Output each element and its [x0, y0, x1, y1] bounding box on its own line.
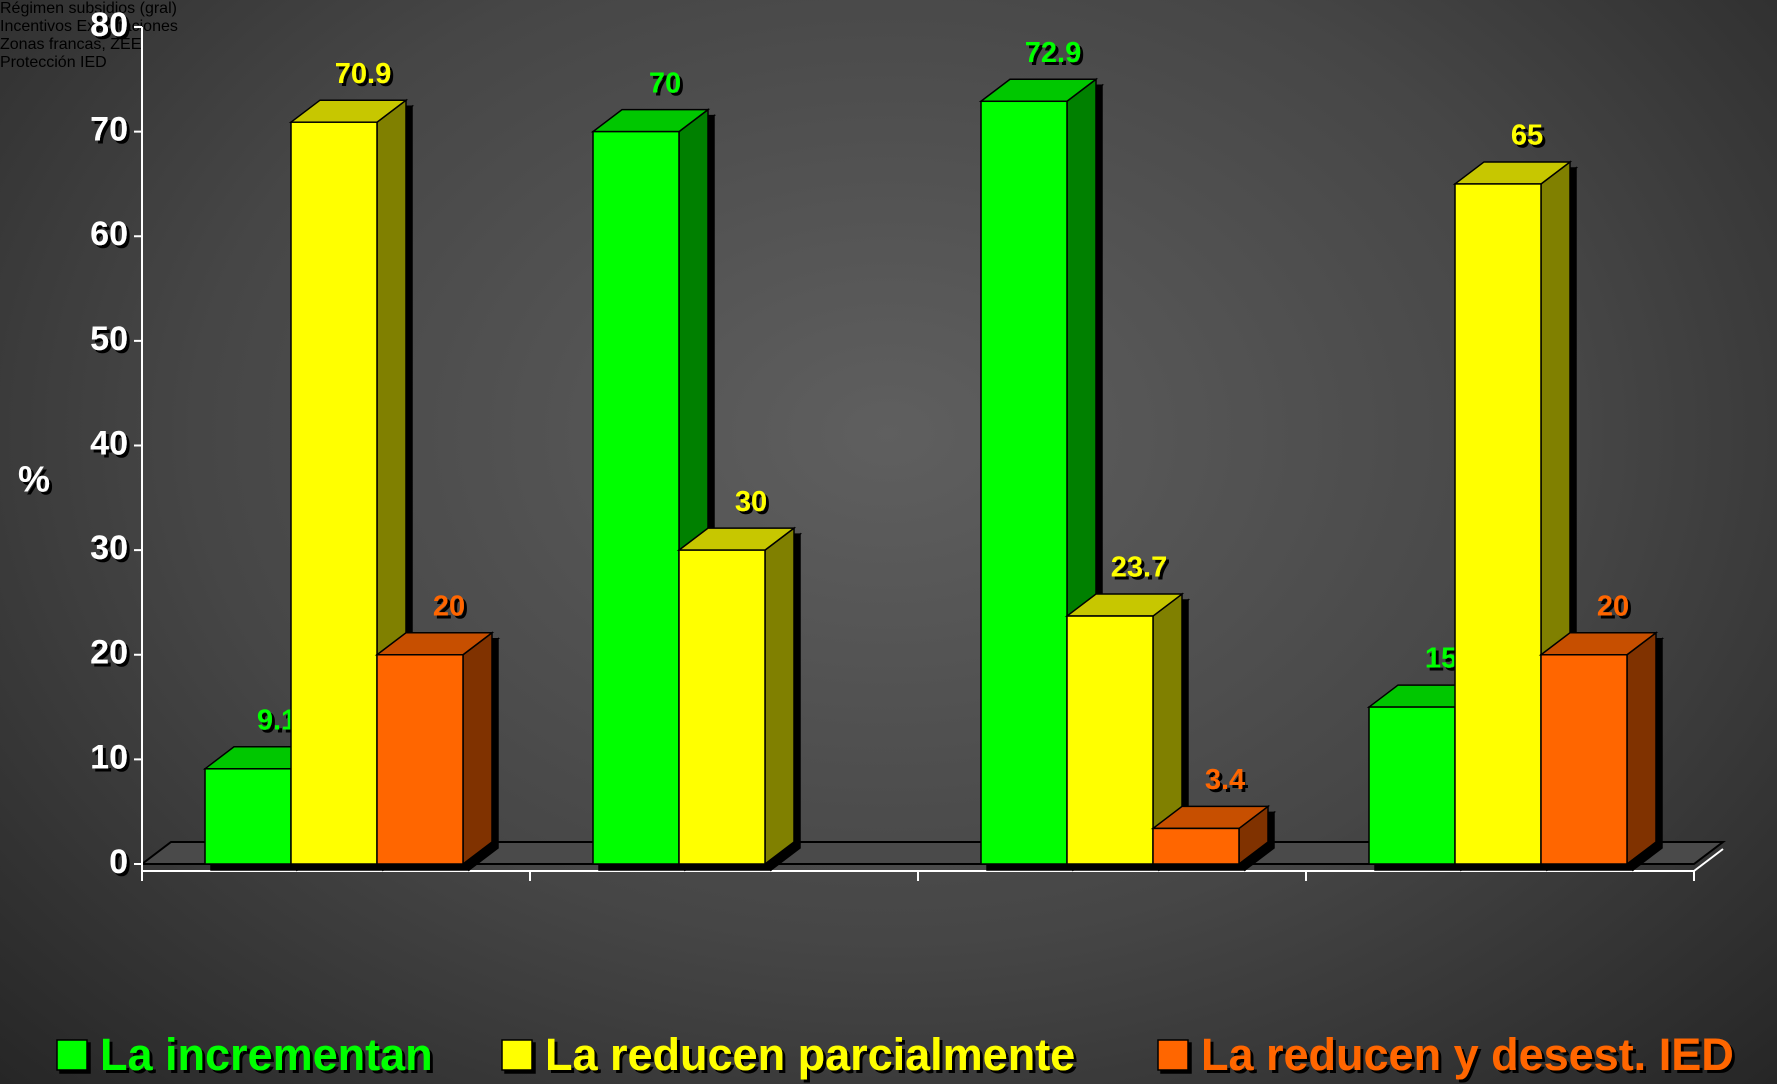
y-tick-label: 80 — [90, 6, 128, 44]
value-label: 65 — [1511, 120, 1543, 152]
value-label: 15 — [1425, 643, 1457, 675]
legend-label: La incrementan — [100, 1029, 433, 1080]
y-axis-label: % — [18, 459, 50, 500]
value-label: 30 — [735, 486, 767, 518]
bar — [980, 100, 1068, 865]
value-label: 70 — [649, 67, 681, 99]
bar — [592, 130, 680, 865]
bar-side — [764, 526, 795, 866]
y-tick-label: 60 — [90, 215, 128, 253]
bar-group — [374, 631, 495, 866]
y-tick-label: 30 — [90, 529, 128, 567]
bar-group — [676, 526, 797, 866]
legend-swatch — [501, 1039, 533, 1071]
bar-side — [462, 631, 493, 866]
bar — [1152, 827, 1240, 865]
y-tick-label: 10 — [90, 738, 128, 776]
x-tick-label: Régimen subsidios (gral) — [0, 0, 177, 17]
floor-edge — [1693, 848, 1724, 872]
bar-group — [1452, 160, 1573, 866]
value-label: 72.9 — [1025, 37, 1081, 69]
x-tick-label: Zonas francas, ZEE — [0, 36, 142, 53]
legend-label: La reducen parcialmente — [545, 1029, 1075, 1080]
bar — [1540, 654, 1628, 865]
y-tick-label: 70 — [90, 111, 128, 149]
bar — [1066, 615, 1154, 865]
bar-group — [1150, 804, 1271, 866]
y-tick-label: 0 — [109, 843, 128, 881]
value-label: 70.9 — [335, 58, 391, 90]
bar-group — [288, 98, 409, 866]
value-label: 3.4 — [1205, 764, 1245, 796]
value-label: 20 — [1597, 590, 1629, 622]
bar — [678, 549, 766, 865]
bar-group — [978, 77, 1099, 866]
y-tick-label: 50 — [90, 320, 128, 358]
x-tick-label: Incentivos Exportaciones — [0, 18, 178, 35]
bar — [1368, 706, 1456, 865]
legend-swatch — [1157, 1039, 1189, 1071]
legend-label: La reducen y desest. IED — [1201, 1029, 1734, 1080]
bar — [1454, 183, 1542, 865]
value-label: 20 — [433, 590, 465, 622]
y-tick-label: 20 — [90, 634, 128, 672]
bar — [376, 654, 464, 865]
bar-group — [1538, 631, 1659, 866]
value-label: 23.7 — [1111, 552, 1167, 584]
bar-group — [1064, 592, 1185, 866]
bar-side — [1626, 631, 1657, 866]
y-tick-label: 40 — [90, 424, 128, 462]
bar — [204, 768, 292, 865]
legend-swatch — [56, 1039, 88, 1071]
x-tick-label: Protección IED — [0, 54, 107, 71]
bar — [290, 121, 378, 865]
